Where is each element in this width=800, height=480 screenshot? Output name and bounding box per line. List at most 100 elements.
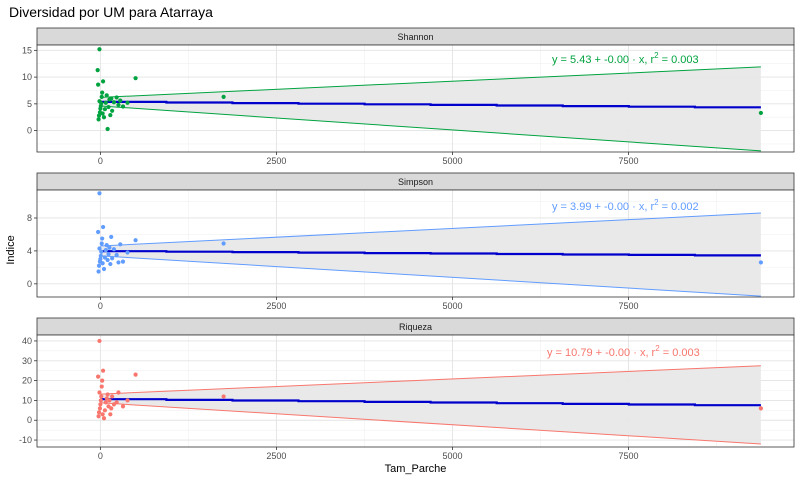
y-tick-label: 0: [27, 279, 32, 289]
upper-bound-line: [100, 365, 761, 395]
data-point: [96, 410, 102, 415]
data-point: [120, 104, 126, 109]
y-tick-label: 0: [27, 126, 32, 136]
data-point: [100, 224, 106, 230]
data-point: [100, 236, 105, 241]
x-tick-label: 7500: [619, 301, 639, 311]
y-tick-label: 8: [27, 213, 32, 223]
data-point: [105, 126, 110, 132]
regression-equation: y = 3.99 + -0.00 · x, r2 = 0.002: [552, 198, 699, 213]
y-tick-label: -10: [19, 435, 32, 445]
data-point: [125, 398, 130, 403]
data-point: [109, 406, 114, 411]
data-point: [100, 368, 106, 373]
panel-border: [36, 44, 795, 153]
panel-border: [36, 189, 795, 298]
lower-bound-line: [100, 255, 761, 297]
confidence-band: [100, 365, 761, 445]
data-point: [96, 113, 102, 118]
data-point: [101, 115, 107, 120]
data-point: [99, 94, 104, 99]
facet-strip-label: Simpson: [398, 177, 433, 187]
data-point: [102, 255, 107, 260]
data-point: [97, 390, 102, 395]
x-tick-label: 2500: [266, 451, 286, 461]
y-tick-label: 20: [22, 376, 32, 386]
data-point: [111, 100, 117, 105]
data-point: [133, 76, 138, 81]
data-point: [758, 260, 764, 265]
x-tick-label: 0: [98, 156, 103, 166]
data-point: [97, 191, 102, 196]
data-point: [758, 110, 764, 116]
facet-riqueza: Riqueza 0 2500 5000 7500 -10 0 10 20 30 40 y = 10.7…: [19, 317, 795, 461]
data-point: [120, 259, 126, 264]
facet-simpson: Simpson 0 2500 5000 7500 0 4 8 y = 3.99 + -0.00 …: [27, 172, 795, 311]
data-point: [98, 402, 103, 407]
data-point: [114, 252, 119, 258]
y-tick-label: 10: [22, 395, 32, 405]
data-point: [100, 261, 105, 266]
regression-line: [100, 398, 761, 407]
data-point: [101, 266, 107, 272]
data-point: [118, 98, 123, 103]
data-point: [97, 338, 102, 344]
data-point: [98, 398, 103, 403]
y-tick-label: 4: [27, 246, 32, 256]
data-point: [221, 94, 226, 99]
x-tick-label: 2500: [266, 156, 286, 166]
x-tick-label: 7500: [619, 156, 639, 166]
data-point: [103, 247, 108, 253]
chart-title: Diversidad por UM para Atarraya: [9, 4, 213, 20]
data-point: [107, 398, 112, 403]
data-point: [221, 394, 226, 399]
data-point: [103, 100, 108, 105]
data-point: [97, 99, 102, 104]
data-point: [99, 249, 104, 254]
regression-line: [100, 250, 761, 257]
data-point: [110, 108, 115, 113]
data-point: [96, 414, 101, 419]
data-point: [118, 242, 123, 247]
data-point: [97, 246, 102, 251]
x-tick-label: 2500: [266, 301, 286, 311]
data-point: [100, 378, 105, 383]
data-point: [97, 47, 102, 52]
upper-bound-line: [100, 212, 761, 247]
data-point: [116, 102, 121, 108]
y-tick-label: 10: [22, 72, 32, 82]
lower-bound-line: [100, 402, 761, 445]
data-point: [110, 256, 115, 261]
confidence-band: [100, 213, 761, 297]
x-tick-label: 0: [98, 301, 103, 311]
data-point: [120, 404, 126, 409]
data-point: [97, 406, 103, 411]
data-point: [106, 252, 111, 257]
data-point: [758, 406, 764, 411]
data-point: [109, 96, 114, 101]
y-tick-label: 0: [27, 415, 32, 425]
y-tick-label: 40: [22, 336, 32, 346]
y-axis-title: Indice: [5, 235, 17, 264]
regression-line: [100, 100, 761, 109]
regression-equation: y = 10.79 + -0.00 · x, r2 = 0.003: [547, 344, 700, 359]
y-tick-label: 30: [22, 356, 32, 366]
data-point: [133, 372, 138, 377]
data-point: [107, 245, 112, 250]
data-point: [100, 412, 105, 417]
data-point: [96, 269, 101, 274]
x-tick-label: 5000: [442, 451, 462, 461]
data-point: [96, 82, 101, 87]
y-tick-label: 15: [22, 45, 32, 55]
confidence-band: [100, 66, 761, 151]
data-point: [95, 68, 100, 73]
data-point: [125, 100, 130, 105]
data-point: [100, 111, 105, 116]
data-point: [108, 261, 113, 267]
data-point: [116, 390, 121, 395]
x-tick-label: 7500: [619, 451, 639, 461]
data-point: [114, 95, 119, 100]
facet-shannon: Shannon 0 2500 5000 7500 0 5 10 15 y = 5.43 + -0.…: [22, 27, 795, 166]
data-point: [114, 400, 119, 405]
